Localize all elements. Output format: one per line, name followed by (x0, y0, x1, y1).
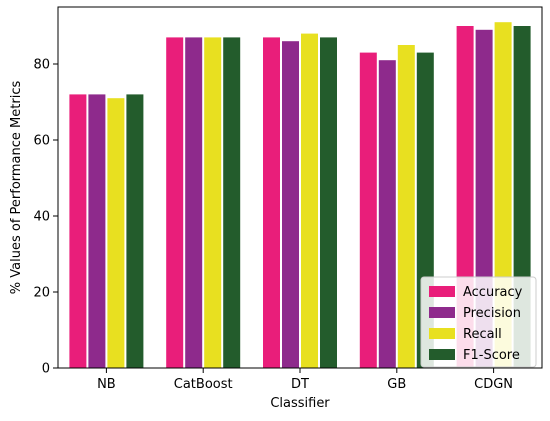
bar-recall-gb (397, 45, 415, 368)
y-tick-label: 80 (33, 58, 50, 73)
bar-precision-nb (88, 94, 106, 369)
bar-f1-score-nb (126, 94, 144, 369)
y-tick-label: 60 (33, 134, 50, 149)
y-axis-label: % Values of Performance Metrics (9, 81, 24, 295)
legend-label-recall: Recall (463, 327, 502, 342)
legend-box (420, 276, 537, 368)
x-tick-label-dt: DT (291, 377, 309, 392)
x-tick-label-nb: NB (97, 377, 116, 392)
bar-accuracy-nb (69, 94, 87, 369)
plot-frame (57, 6, 543, 369)
legend: Accuracy Precision Recall F1-Score (420, 276, 537, 368)
bar-precision-dt (282, 41, 299, 368)
bar-f1-score-catboost (223, 37, 241, 369)
y-tick-label: 20 (33, 286, 50, 301)
legend-swatch-recall (429, 328, 455, 339)
bar-recall-dt (301, 33, 318, 368)
plot-area (69, 22, 531, 369)
legend-label-accuracy: Accuracy (463, 285, 523, 300)
bar-precision-catboost (185, 37, 203, 369)
legend-swatch-precision (429, 307, 455, 318)
y-tick-label: 0 (42, 362, 50, 377)
bar-accuracy-gb (359, 52, 377, 368)
x-axis: NB CatBoost DT GB CDGN (97, 368, 513, 392)
bar-f1-score-dt (320, 37, 337, 369)
legend-label-f1-score: F1-Score (463, 348, 520, 363)
y-axis: 0 20 40 60 80 (33, 58, 58, 377)
x-tick-label-gb: GB (387, 377, 406, 392)
bar-recall-catboost (204, 37, 222, 369)
y-tick-label: 40 (33, 210, 50, 225)
legend-swatch-f1-score (429, 349, 455, 360)
bar-recall-nb (107, 98, 125, 368)
legend-swatch-accuracy (429, 286, 455, 297)
bar-accuracy-catboost (166, 37, 184, 369)
bar-accuracy-dt (263, 37, 280, 369)
x-axis-label: Classifier (270, 396, 330, 411)
bar-precision-gb (378, 60, 396, 368)
legend-label-precision: Precision (463, 306, 521, 321)
x-tick-label-cdgn: CDGN (474, 377, 513, 392)
x-tick-label-catboost: CatBoost (174, 377, 233, 392)
